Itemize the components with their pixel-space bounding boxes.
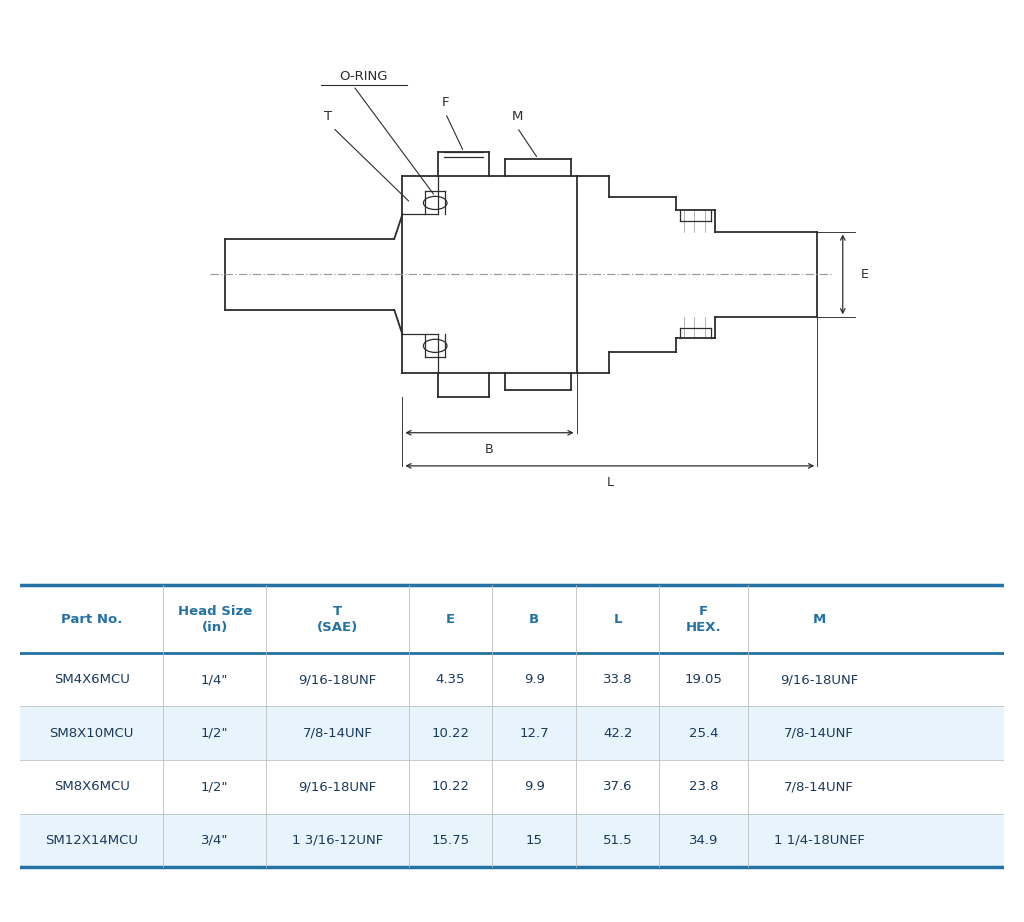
Text: SM12X14MCU: SM12X14MCU [45, 834, 138, 847]
Text: 33.8: 33.8 [603, 673, 633, 686]
Text: SM4X6MCU: SM4X6MCU [54, 673, 130, 686]
Text: E: E [861, 268, 869, 281]
Text: F
HEX.: F HEX. [686, 605, 722, 633]
Text: 34.9: 34.9 [689, 834, 719, 847]
Text: 7/8-14UNF: 7/8-14UNF [784, 727, 854, 739]
Text: 12.7: 12.7 [519, 727, 549, 739]
Text: 9.9: 9.9 [523, 673, 545, 686]
Text: 1 3/16-12UNF: 1 3/16-12UNF [292, 834, 383, 847]
Text: Part No.: Part No. [61, 613, 123, 626]
Text: 7/8-14UNF: 7/8-14UNF [302, 727, 373, 739]
Text: E: E [446, 613, 455, 626]
Text: 4.35: 4.35 [436, 673, 465, 686]
Text: L: L [606, 476, 613, 490]
Text: O-RING: O-RING [339, 70, 388, 83]
Text: SM8X6MCU: SM8X6MCU [54, 780, 130, 793]
Text: 1 1/4-18UNEF: 1 1/4-18UNEF [774, 834, 864, 847]
Text: 23.8: 23.8 [689, 780, 719, 793]
FancyBboxPatch shape [20, 706, 1004, 760]
Text: 51.5: 51.5 [603, 834, 633, 847]
Text: 9/16-18UNF: 9/16-18UNF [298, 673, 377, 686]
Text: 9/16-18UNF: 9/16-18UNF [780, 673, 858, 686]
Text: F: F [441, 96, 450, 109]
Text: 9/16-18UNF: 9/16-18UNF [298, 780, 377, 793]
FancyBboxPatch shape [20, 814, 1004, 868]
Text: 37.6: 37.6 [603, 780, 633, 793]
Text: 15.75: 15.75 [431, 834, 470, 847]
Text: SM8X10MCU: SM8X10MCU [49, 727, 134, 739]
Text: B: B [485, 443, 494, 456]
Text: M: M [511, 110, 523, 123]
Text: 1/2": 1/2" [201, 780, 228, 793]
Text: 10.22: 10.22 [431, 727, 470, 739]
Text: L: L [613, 613, 622, 626]
Text: 42.2: 42.2 [603, 727, 633, 739]
Text: 1/2": 1/2" [201, 727, 228, 739]
Text: B: B [529, 613, 540, 626]
Text: T
(SAE): T (SAE) [316, 605, 358, 633]
Text: 9.9: 9.9 [523, 780, 545, 793]
Text: 25.4: 25.4 [689, 727, 719, 739]
Text: 1/4": 1/4" [201, 673, 228, 686]
Text: M: M [813, 613, 825, 626]
Text: 15: 15 [525, 834, 543, 847]
Text: 10.22: 10.22 [431, 780, 470, 793]
Text: 3/4": 3/4" [201, 834, 228, 847]
Text: Head Size
(in): Head Size (in) [177, 605, 252, 633]
Text: 7/8-14UNF: 7/8-14UNF [784, 780, 854, 793]
Text: T: T [324, 110, 332, 123]
Text: 19.05: 19.05 [685, 673, 723, 686]
